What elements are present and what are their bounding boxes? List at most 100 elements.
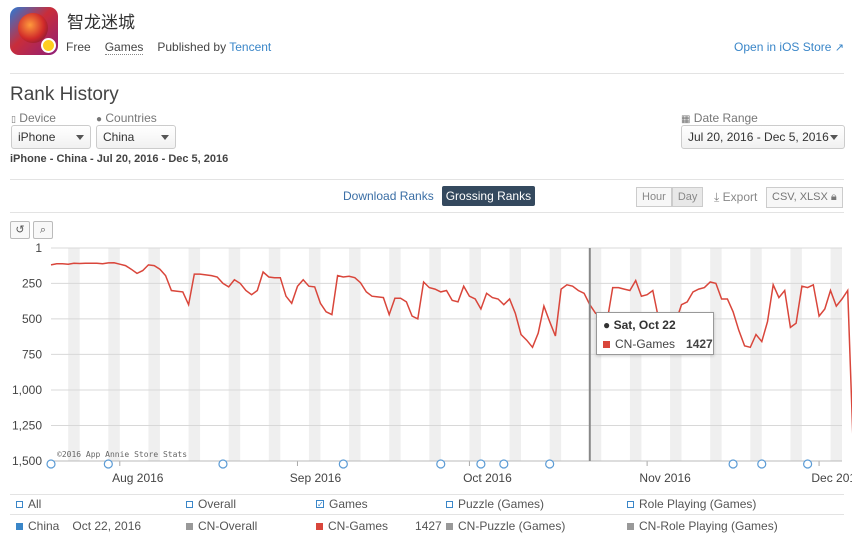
event-marker-icon bbox=[218, 459, 228, 469]
legend-overall[interactable]: Overall bbox=[186, 497, 236, 511]
series-swatch bbox=[316, 522, 323, 530]
legend-label: Overall bbox=[198, 497, 237, 511]
x-tick-label: Aug 2016 bbox=[112, 471, 164, 485]
tab-download-ranks[interactable]: Download Ranks bbox=[343, 189, 434, 203]
chevron-down-icon bbox=[161, 135, 169, 140]
tab-grossing-ranks[interactable]: Grossing Ranks bbox=[441, 186, 536, 206]
legend-series-label: CN-Games bbox=[328, 519, 389, 533]
checkbox[interactable] bbox=[446, 500, 453, 508]
date-range-label: ▦ Date Range bbox=[681, 111, 758, 125]
app-meta: Free Games Published by Tencent bbox=[66, 40, 271, 55]
export-csv-button[interactable]: CSV, XLSX 🔒︎ bbox=[766, 187, 843, 208]
series-swatch bbox=[627, 522, 634, 530]
checkbox-checked[interactable] bbox=[16, 522, 23, 530]
checkbox[interactable] bbox=[627, 500, 634, 508]
countries-value: China bbox=[103, 130, 135, 144]
x-tick-label: Dec 2016 bbox=[811, 471, 852, 485]
event-marker-icon bbox=[476, 459, 486, 469]
day-button[interactable]: Day bbox=[671, 187, 704, 207]
calendar-icon: ▦ bbox=[681, 114, 691, 125]
legend-puzzle[interactable]: Puzzle (Games) bbox=[446, 497, 544, 511]
legend-series-label: CN-Puzzle (Games) bbox=[458, 519, 566, 533]
published-prefix: Published by bbox=[157, 40, 227, 54]
y-tick-label: 500 bbox=[22, 312, 42, 326]
legend-label: Games bbox=[329, 497, 368, 511]
legend-all[interactable]: All bbox=[16, 497, 41, 511]
series-swatch bbox=[603, 340, 610, 348]
x-tick-label: Sep 2016 bbox=[290, 471, 342, 485]
checkbox-checked[interactable]: ✓ bbox=[316, 500, 324, 509]
x-tick-label: Nov 2016 bbox=[639, 471, 691, 485]
date-range-value: Jul 20, 2016 - Dec 5, 2016 bbox=[688, 130, 829, 144]
y-tick-label: 1,000 bbox=[12, 383, 42, 397]
countries-label: ● Countries bbox=[96, 111, 157, 125]
ios-store-link[interactable]: Open in iOS Store ↗ bbox=[734, 40, 844, 54]
legend-cn-role-playing: CN-Role Playing (Games) bbox=[627, 519, 778, 533]
event-marker-icon bbox=[46, 459, 56, 469]
legend-role-playing[interactable]: Role Playing (Games) bbox=[627, 497, 756, 511]
divider bbox=[10, 73, 844, 74]
checkbox[interactable] bbox=[16, 500, 23, 508]
ios-store-label: Open in iOS Store bbox=[734, 40, 832, 54]
tooltip-date-text: Sat, Oct 22 bbox=[613, 318, 676, 332]
section-title: Rank History bbox=[10, 84, 119, 105]
tooltip-date: ● Sat, Oct 22 bbox=[603, 318, 676, 332]
granularity-toggle: Hour Day bbox=[636, 187, 704, 207]
x-tick-label: Oct 2016 bbox=[463, 471, 512, 485]
event-marker-icon bbox=[338, 459, 348, 469]
legend-series-value: 1427 bbox=[415, 519, 442, 533]
lock-icon: 🔒︎ bbox=[830, 191, 837, 203]
countries-label-text: Countries bbox=[105, 111, 157, 125]
legend-country-label: China bbox=[28, 519, 60, 533]
app-price: Free bbox=[66, 40, 91, 54]
event-marker-icon bbox=[757, 459, 767, 469]
reset-zoom-button[interactable]: ↺ bbox=[10, 221, 30, 239]
globe-icon: ● bbox=[603, 318, 611, 332]
device-select[interactable]: iPhone bbox=[11, 125, 91, 149]
legend-series-label: CN-Overall bbox=[198, 519, 258, 533]
legend-series-label: CN-Role Playing (Games) bbox=[639, 519, 778, 533]
legend-cn-puzzle: CN-Puzzle (Games) bbox=[446, 519, 565, 533]
event-marker-icon bbox=[803, 459, 813, 469]
app-category-link[interactable]: Games bbox=[104, 40, 144, 55]
series-swatch bbox=[446, 522, 453, 530]
export-text: Export bbox=[722, 190, 758, 204]
date-range-select[interactable]: Jul 20, 2016 - Dec 5, 2016 bbox=[681, 125, 845, 149]
zoom-icon: ⌕ bbox=[39, 224, 47, 236]
legend-label: Puzzle (Games) bbox=[458, 497, 545, 511]
event-marker-icon bbox=[103, 459, 113, 469]
app-title: 智龙迷城 bbox=[67, 13, 135, 33]
dragon-graphic bbox=[18, 13, 48, 43]
publisher-link[interactable]: Tencent bbox=[229, 40, 272, 54]
publisher-line: Published by Tencent bbox=[157, 40, 271, 55]
y-tick-label: 750 bbox=[22, 347, 42, 361]
globe-icon: ● bbox=[96, 114, 103, 125]
date-range-label-text: Date Range bbox=[693, 111, 758, 125]
tooltip-value: 1427 bbox=[686, 337, 713, 351]
external-link-icon: ↗ bbox=[834, 42, 844, 54]
y-tick-label: 1 bbox=[35, 241, 42, 255]
platform-badge-icon bbox=[41, 38, 56, 53]
hour-button[interactable]: Hour bbox=[636, 187, 672, 207]
divider bbox=[10, 494, 844, 495]
y-tick-label: 1,250 bbox=[12, 418, 42, 432]
y-tick-label: 250 bbox=[22, 276, 42, 290]
zoom-button[interactable]: ⌕ bbox=[33, 221, 53, 239]
series-swatch bbox=[186, 522, 193, 530]
app-icon bbox=[10, 7, 58, 55]
download-icon: ⤓ bbox=[714, 190, 720, 204]
checkbox[interactable] bbox=[186, 500, 193, 508]
chart-tooltip: ● Sat, Oct 22 CN-Games 1427 bbox=[596, 312, 714, 355]
event-marker-icon bbox=[545, 459, 555, 469]
rank-type-tabs: Download Ranks Grossing Ranks bbox=[339, 186, 536, 206]
series-line-cn-games bbox=[50, 262, 852, 435]
event-marker-icon bbox=[499, 459, 509, 469]
event-marker-icon bbox=[728, 459, 738, 469]
export-formats: CSV, XLSX bbox=[772, 191, 828, 203]
legend-date: Oct 22, 2016 bbox=[72, 519, 142, 533]
countries-select[interactable]: China bbox=[96, 125, 176, 149]
legend-games[interactable]: ✓ Games bbox=[316, 497, 368, 511]
legend-country[interactable]: China Oct 22, 2016 bbox=[16, 519, 141, 533]
phone-icon: ▯ bbox=[11, 114, 16, 124]
